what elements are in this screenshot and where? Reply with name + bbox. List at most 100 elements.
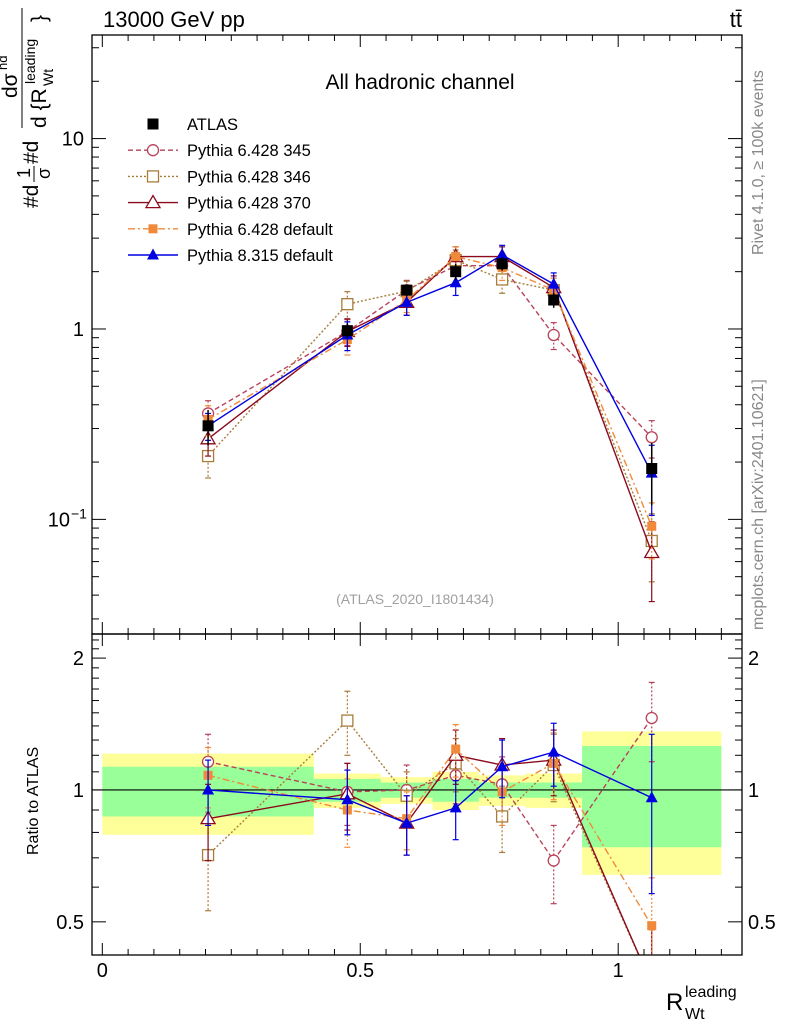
x-axis-label: R leading Wt [666,984,737,1023]
series-3-ratio-point [647,921,657,931]
series-4-point [449,276,462,288]
series-4-ratio-point [496,760,509,772]
ratio-y-axis-label: Ratio to ATLAS [25,747,42,855]
legend-entry: ATLAS [147,116,238,134]
legend-label: Pythia 6.428 345 [187,142,311,160]
legend-entry: Pythia 6.428 default [128,221,333,239]
y-ticks-main [92,47,742,620]
atlas-point [646,463,658,475]
legend-entry: Pythia 6.428 346 [128,168,311,186]
atlas-point [548,294,560,306]
main-y-axis-label: #d 1 σ #d dσ nd d {R Wt leading } [0,8,56,208]
y-tick-exponent: −1 [71,505,87,521]
y-label-prefix: #d [20,185,43,208]
atlas-point [496,258,508,270]
side-text-rivet: Rivet 4.1.0, ≥ 100k events [750,70,767,255]
atlas-point [450,266,462,278]
x-label-main: R [666,989,683,1016]
series-4-ratio-point [400,816,413,828]
series-1-line [207,259,653,542]
legend-marker [148,224,158,234]
series-3-point [647,521,657,531]
series-0-line [207,264,653,438]
atlas-data [202,257,658,506]
atlas-point [202,420,214,432]
legend-label: Pythia 6.428 346 [187,168,311,186]
legend-marker [144,194,162,209]
analysis-tag: (ATLAS_2020_I1801434) [336,591,494,607]
x-tick-label: 0.5 [346,960,374,982]
atlas-point [401,284,413,296]
x-tick-label: 1 [613,960,624,982]
legend-marker [147,118,159,130]
series-3-point [451,252,461,262]
side-text-mcplots: mcplots.cern.ch [arXiv:2401.10621] [750,379,767,630]
ratio-panel [92,681,742,990]
series-0-point [645,431,658,444]
y-tick-label-ratio: 0.5 [56,912,84,934]
y-label-den: σ [34,168,54,179]
y-tick-label-ratio-right: 0.5 [748,912,776,934]
y-label-mid: #d [20,141,43,164]
y-label-top-sup: nd [0,56,10,70]
y-tick-label-main: 1 [73,319,84,341]
legend-label: Pythia 6.428 370 [187,195,311,213]
legend-entry: Pythia 6.428 370 [128,194,311,213]
legend-marker [147,248,159,260]
series-0-main [201,254,658,459]
legend-label: Pythia 8.315 default [187,247,333,265]
series-1-main [201,249,658,583]
atlas-point [341,325,353,337]
series-4-line [207,254,653,474]
series-4-point [400,295,413,307]
y-ticks-ratio [92,639,742,923]
series-4-ratio-point [341,793,354,805]
series-3-ratio-point [451,744,461,754]
series-4-point [496,248,509,260]
series-4-ratio-point [202,783,215,795]
y-label-num: 1 [14,168,34,178]
series-2-ratio-point [645,977,659,989]
x-tick-label: 0 [97,960,108,982]
series-1-point [341,298,354,311]
y-label-close: } [28,15,51,22]
y-tick-label-ratio: 2 [73,648,84,670]
y-tick-label-ratio-right: 1 [748,780,759,802]
series-0-ratio-point [645,711,658,725]
y-tick-label-ratio-right: 2 [748,648,759,670]
series-2-line [207,255,653,553]
series-1-ratio-point [341,714,354,727]
y-label-bottom-sup: leading [22,39,38,84]
legend-label: ATLAS [187,116,238,134]
series-2-main [199,246,660,603]
series-1-ratio-point [646,979,657,990]
y-label-bottom-sub: Wt [40,69,56,86]
y-tick-label-main: 10 [48,509,70,531]
legend-label: Pythia 6.428 default [187,221,333,239]
header-process: tt̄ [730,7,742,32]
legend-entry: Pythia 8.315 default [128,247,333,265]
legend-marker [146,144,160,157]
y-tick-label-main: 10 [62,129,84,151]
series-4-ratio-point [645,791,658,803]
header-energy: 13000 GeV pp [103,7,245,32]
series-0-point [547,328,560,342]
series-4-point [547,277,560,289]
y-label-top: dσ [0,73,22,98]
y-label-bottom: d {R [28,88,51,128]
legend-marker [146,170,160,183]
x-label-sup: leading [685,984,737,1001]
legend: ATLAS Pythia 6.428 345 Pythia 6.428 346 Pyt… [128,116,333,265]
chart-title: All hadronic channel [325,71,514,94]
series-0-ratio-point [547,854,560,867]
legend-entry: Pythia 6.428 345 [128,142,311,160]
ratio-frame [91,633,743,956]
series-4-ratio [202,722,658,895]
y-tick-label-ratio: 1 [73,780,84,802]
series-1-point [495,273,509,286]
series-3-line [207,255,653,527]
main-panel [199,244,660,603]
x-ticks [101,35,722,955]
